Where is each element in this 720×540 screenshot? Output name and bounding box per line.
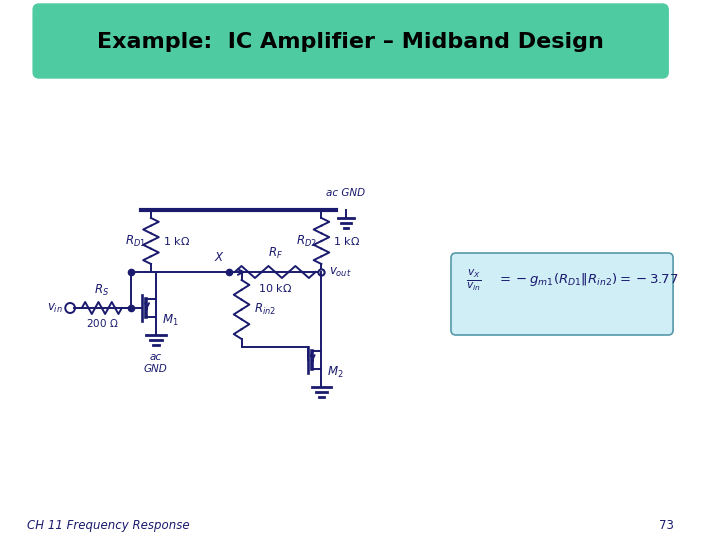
FancyBboxPatch shape bbox=[33, 4, 668, 78]
Text: Example:  IC Amplifier – Midband Design: Example: IC Amplifier – Midband Design bbox=[97, 32, 604, 52]
Text: $R_S$: $R_S$ bbox=[94, 283, 109, 298]
Text: $v_{in}$: $v_{in}$ bbox=[48, 301, 63, 314]
Text: $M_1$: $M_1$ bbox=[162, 313, 179, 328]
Text: ac
GND: ac GND bbox=[144, 352, 168, 374]
Text: 1 k$\Omega$: 1 k$\Omega$ bbox=[333, 235, 360, 247]
Text: $R_{D1}$: $R_{D1}$ bbox=[125, 233, 146, 248]
Text: $M_2$: $M_2$ bbox=[328, 365, 344, 380]
Text: 73: 73 bbox=[660, 519, 674, 532]
Text: X: X bbox=[214, 251, 222, 264]
Text: CH 11 Frequency Response: CH 11 Frequency Response bbox=[27, 519, 190, 532]
Text: $= -g_{m1}(R_{D1} \| R_{in2}) = -3.77$: $= -g_{m1}(R_{D1} \| R_{in2}) = -3.77$ bbox=[497, 272, 678, 288]
Text: $R_{in2}$: $R_{in2}$ bbox=[254, 302, 276, 317]
FancyBboxPatch shape bbox=[451, 253, 673, 335]
Text: ac GND: ac GND bbox=[326, 188, 365, 198]
Text: $R_{D2}$: $R_{D2}$ bbox=[296, 233, 317, 248]
Text: $\frac{v_X}{v_{in}}$: $\frac{v_X}{v_{in}}$ bbox=[466, 267, 481, 293]
Text: 1 k$\Omega$: 1 k$\Omega$ bbox=[163, 235, 190, 247]
Text: 10 k$\Omega$: 10 k$\Omega$ bbox=[258, 282, 292, 294]
Text: $R_F$: $R_F$ bbox=[268, 246, 283, 261]
Text: $v_{out}$: $v_{out}$ bbox=[329, 266, 352, 279]
Text: 200 $\Omega$: 200 $\Omega$ bbox=[86, 317, 118, 329]
